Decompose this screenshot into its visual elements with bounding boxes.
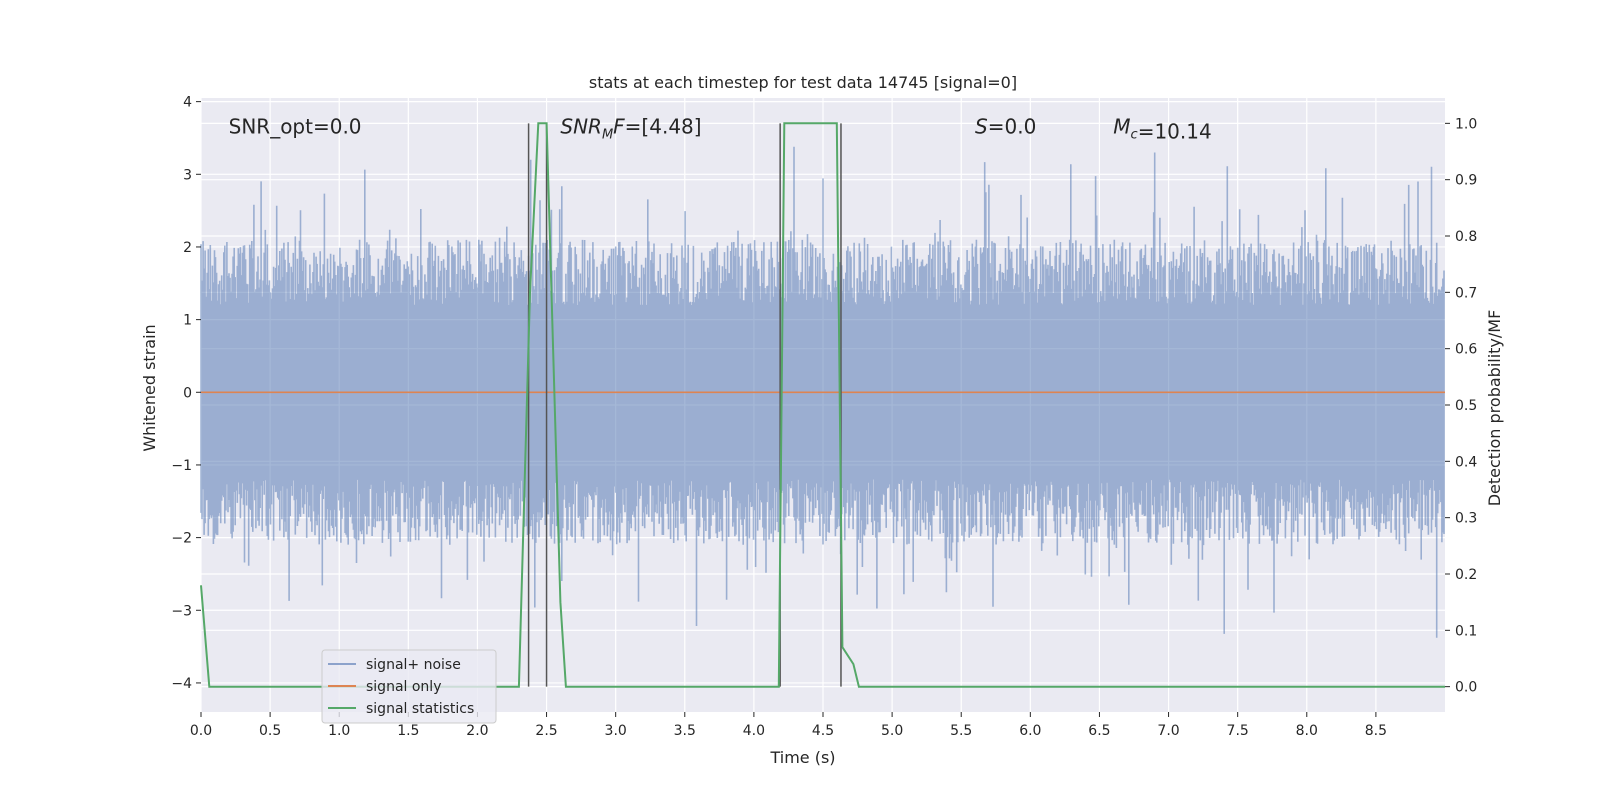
y-tick-label: −3	[171, 603, 192, 619]
y-tick-label: 4	[183, 95, 192, 111]
legend-box	[321, 649, 497, 724]
x-axis-label: Time (s)	[769, 748, 835, 767]
x-tick-label: 4.5	[812, 723, 834, 739]
annotation-text: S=0.0	[975, 115, 1036, 139]
y-tick-label: −2	[171, 531, 192, 547]
x-tick-label: 3.5	[674, 723, 696, 739]
x-tick-label: 2.0	[466, 723, 488, 739]
x-tick-label: 5.5	[950, 723, 972, 739]
x-tick-label: 7.0	[1157, 723, 1179, 739]
y-tick-label: 3	[183, 167, 192, 183]
y-axis-label: Whitened strain	[140, 324, 159, 451]
legend-label: signal+ noise	[366, 657, 461, 673]
y2-tick-label: 0.2	[1455, 567, 1477, 583]
y-axis-left: 4 3 2 1 0 −1 −2 −3 −4	[171, 95, 201, 692]
y-tick-label: −1	[171, 458, 192, 474]
x-tick-label: 0.0	[190, 723, 212, 739]
x-axis: 0.0 0.5 1.0 1.5 2.0 2.5 3.0 3.5 4.0 4.5 5.0 5.5 6.0 6…	[190, 712, 1387, 739]
x-tick-label: 8.0	[1296, 723, 1318, 739]
y-tick-label: −4	[171, 676, 192, 692]
x-tick-label: 1.0	[328, 723, 350, 739]
annotation-text: Mc=10.14	[1113, 115, 1211, 144]
y2-axis-label: Detection probability/MF	[1485, 310, 1504, 507]
x-tick-label: 7.5	[1227, 723, 1249, 739]
x-tick-label: 8.5	[1365, 723, 1387, 739]
y2-tick-label: 0.0	[1455, 680, 1477, 696]
annotation-text: SNR_opt=0.0	[229, 115, 362, 139]
y2-tick-label: 0.1	[1455, 623, 1477, 639]
y2-tick-label: 0.4	[1455, 454, 1477, 470]
x-tick-label: 3.0	[605, 723, 627, 739]
y2-tick-label: 0.8	[1455, 229, 1477, 245]
legend-label: signal only	[366, 679, 441, 695]
y-tick-label: 1	[183, 313, 192, 329]
y2-tick-label: 0.7	[1455, 285, 1477, 301]
legend-label: signal statistics	[366, 701, 474, 717]
y2-tick-label: 0.6	[1455, 342, 1477, 358]
x-tick-label: 2.5	[535, 723, 557, 739]
x-tick-label: 5.0	[881, 723, 903, 739]
chart-title: stats at each timestep for test data 147…	[589, 73, 1017, 92]
legend: signal+ noise signal only signal statistic…	[321, 649, 497, 724]
x-tick-label: 6.5	[1088, 723, 1110, 739]
annotation-text: SNRMF=[4.48]	[560, 115, 701, 143]
annotations: SNR_opt=0.0 SNRMF=[4.48] S=0.0 Mc=10.14	[229, 115, 1212, 144]
y2-tick-label: 1.0	[1455, 116, 1477, 132]
series-signal-plus-noise	[200, 146, 1445, 638]
y2-tick-label: 0.9	[1455, 173, 1477, 189]
x-tick-label: 4.0	[743, 723, 765, 739]
x-tick-label: 1.5	[397, 723, 419, 739]
y-axis-right: 1.0 0.9 0.8 0.7 0.6 0.5 0.4 0.3 0.2 0.1 0.0	[1445, 116, 1477, 696]
x-tick-label: 0.5	[259, 723, 281, 739]
y2-tick-label: 0.5	[1455, 398, 1477, 414]
noise-trace	[200, 146, 1445, 638]
y2-tick-label: 0.3	[1455, 511, 1477, 527]
y-tick-label: 0	[183, 385, 192, 401]
y-tick-label: 2	[183, 240, 192, 256]
x-tick-label: 6.0	[1019, 723, 1041, 739]
